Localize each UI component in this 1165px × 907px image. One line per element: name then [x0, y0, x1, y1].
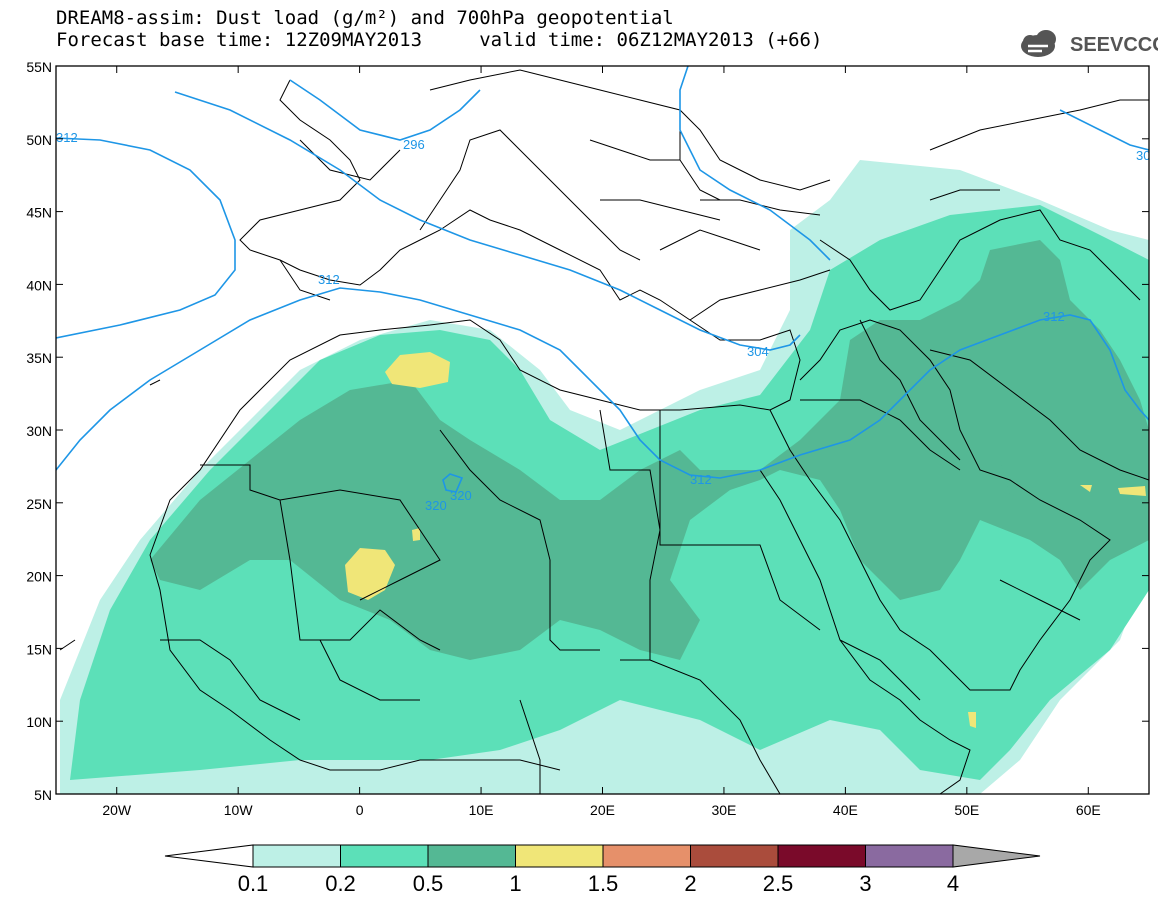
lon-tick-label: 50E — [954, 802, 979, 818]
lat-tick-label: 15N — [26, 641, 52, 657]
lat-tick-label: 10N — [26, 714, 52, 730]
map-content: 312 296 312 304 312 320 320 312 30 — [56, 66, 1150, 794]
map-axes: 55N 50N 45N 40N 35N 30N 25N 20N 15N 10N 5N 20W 10W 0 1… — [26, 59, 1149, 818]
lon-tick-label: 60E — [1076, 802, 1101, 818]
lat-tick-label: 30N — [26, 423, 52, 439]
lon-tick-label: 0 — [356, 802, 364, 818]
contour-label: 296 — [403, 137, 425, 152]
lat-tick-label: 50N — [26, 132, 52, 148]
geopotential-contours — [56, 66, 1149, 493]
contour-label: 312 — [318, 272, 340, 287]
lat-tick-label: 25N — [26, 496, 52, 512]
map-title-line-1: DREAM8-assim: Dust load (g/m²) and 700hP… — [56, 7, 674, 29]
contour-labels: 312 296 312 304 312 320 320 312 30 — [56, 130, 1150, 513]
contour-label: 312 — [56, 130, 78, 145]
lon-tick-label: 10W — [224, 802, 254, 818]
lat-tick-label: 40N — [26, 277, 52, 293]
lon-tick-label: 40E — [833, 802, 858, 818]
contour-label: 30 — [1136, 148, 1150, 163]
dust-field-level-1 — [345, 352, 1146, 728]
seevccc-logo: SEEVCCC — [1021, 30, 1158, 57]
contour-label: 304 — [747, 344, 769, 359]
contour-label: 312 — [690, 472, 712, 487]
logo-text: SEEVCCC — [1070, 34, 1158, 56]
lat-tick-label: 55N — [26, 59, 52, 75]
cloud-icon — [1021, 30, 1056, 57]
dust-field-level-0-5 — [150, 240, 1149, 660]
lat-tick-label: 20N — [26, 569, 52, 585]
lat-tick-label: 5N — [34, 787, 52, 803]
lon-tick-label: 10E — [469, 802, 494, 818]
contour-label: 312 — [1043, 309, 1065, 324]
lon-tick-label: 30E — [711, 802, 736, 818]
contour-label: 320 — [425, 498, 447, 513]
lat-tick-label: 35N — [26, 350, 52, 366]
lat-tick-label: 45N — [26, 205, 52, 221]
contour-label: 320 — [450, 488, 472, 503]
map-title-line-2: Forecast base time: 12Z09MAY2013 valid t… — [56, 29, 823, 51]
lon-tick-label: 20E — [590, 802, 615, 818]
lon-tick-label: 20W — [102, 802, 132, 818]
